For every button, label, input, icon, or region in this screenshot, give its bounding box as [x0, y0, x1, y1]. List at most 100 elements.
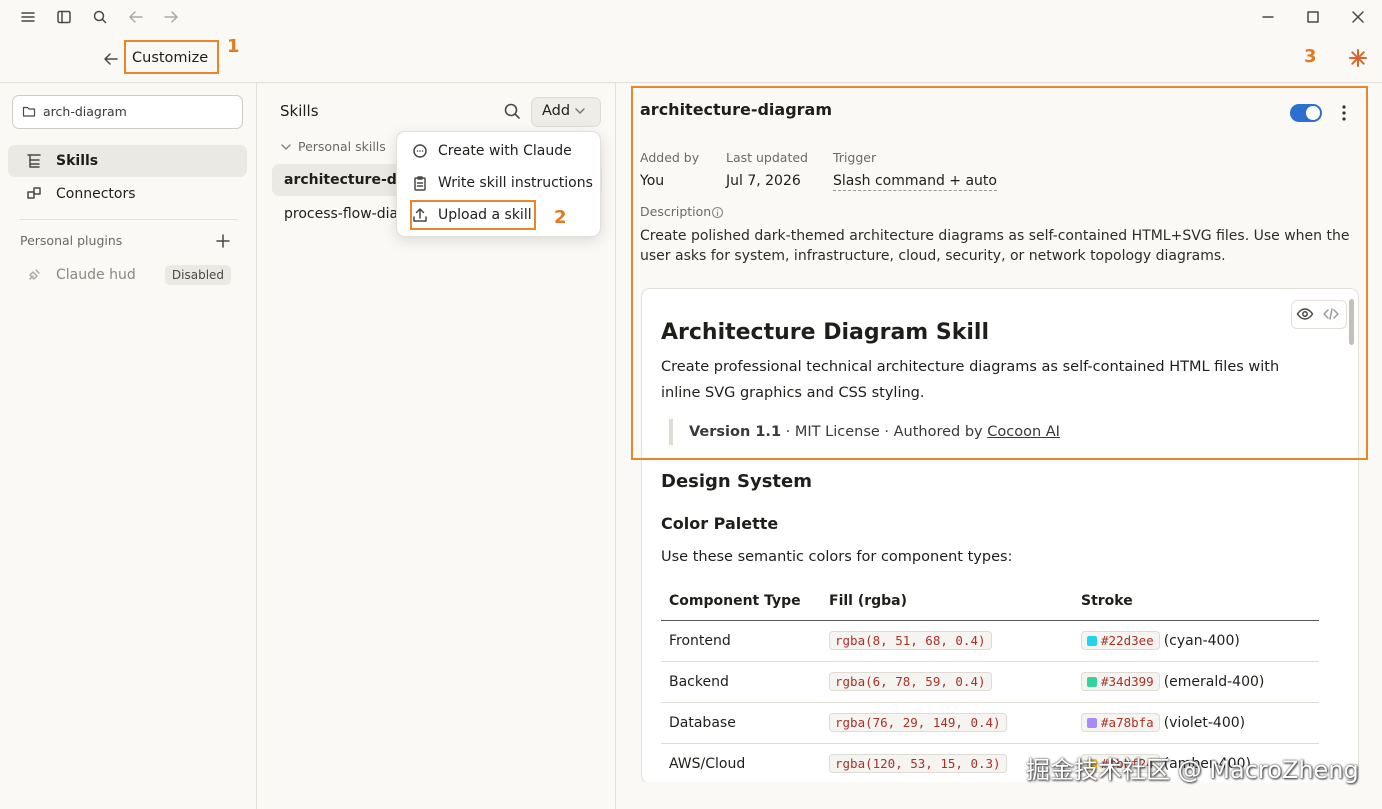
component-type: Database [661, 702, 821, 744]
component-type: Frontend [661, 620, 821, 662]
info-icon[interactable] [711, 206, 724, 219]
search-icon[interactable] [92, 9, 108, 25]
plugin-icon [29, 269, 40, 280]
chevron [575, 108, 585, 114]
meta-value: Jul 7, 2026 [726, 173, 801, 189]
menu-item[interactable]: Write skill instructions [438, 175, 593, 191]
back-icon[interactable] [128, 9, 144, 25]
annotation-box [124, 40, 219, 74]
color-swatch [1087, 636, 1097, 646]
table-row: Backend rgba(6, 78, 59, 0.4) #34d399 (emera… [661, 661, 1319, 703]
table-row: Frontend rgba(8, 51, 68, 0.4) #22d3ee (cyan… [661, 620, 1319, 662]
add-button-label[interactable]: Add [542, 103, 571, 119]
panel-title: Skills [280, 102, 319, 120]
annotation-box [410, 200, 536, 230]
table-row: Database rgba(76, 29, 149, 0.4) #a78bfa (vi… [661, 702, 1319, 744]
fill-cell: rgba(6, 78, 59, 0.4) [821, 661, 1073, 703]
meta-label: Trigger [833, 150, 877, 165]
maximize-button[interactable] [1305, 9, 1321, 25]
fill-code: rgba(120, 53, 15, 0.3) [829, 754, 1007, 773]
chat-icon [413, 144, 427, 158]
component-type: AWS/Cloud [661, 743, 821, 785]
author-link[interactable]: Cocoon AI [987, 424, 1060, 440]
column-header: Fill (rgba) [821, 582, 1073, 621]
stroke-code: #fbbf24 [1101, 756, 1154, 771]
stroke-code-chip: #a78bfa [1081, 713, 1160, 732]
search-icon[interactable] [503, 102, 521, 120]
component-type: Backend [661, 661, 821, 703]
close-button[interactable] [1350, 9, 1366, 25]
watermark: 掘金技术社区 @ MacroZheng [1026, 756, 1359, 784]
byline: Version 1.1 · MIT License · Authored by … [689, 422, 1060, 442]
doc-paragraph: Use these semantic colors for component … [661, 549, 1013, 565]
nav-item[interactable]: Connectors [56, 186, 136, 202]
color-name: (emerald-400) [1163, 674, 1265, 690]
more-button[interactable] [1337, 104, 1351, 122]
divider [20, 219, 238, 220]
stroke-cell: #fbbf24 (amber-400) [1073, 743, 1319, 785]
menu-item[interactable]: Create with Claude [438, 143, 572, 159]
menu-icon[interactable] [20, 9, 36, 25]
group-heading[interactable]: Personal skills [298, 139, 386, 154]
enable-toggle[interactable] [1290, 104, 1322, 122]
stroke-code: #22d3ee [1101, 633, 1154, 648]
nav-selected-bg [8, 145, 247, 177]
claude-logo [1349, 49, 1367, 67]
color-swatch [1087, 718, 1097, 728]
stroke-code-chip: #34d399 [1081, 672, 1160, 691]
meta-label: Last updated [726, 150, 808, 165]
menu-item[interactable]: Upload a skill [438, 207, 532, 223]
upload-icon [413, 208, 427, 222]
fill-cell: rgba(8, 51, 68, 0.4) [821, 620, 1073, 662]
color-name: (cyan-400) [1163, 633, 1240, 649]
forward-icon[interactable] [163, 9, 179, 25]
color-swatch [1087, 759, 1097, 769]
divider [256, 82, 257, 809]
skill-title: architecture-diagram [640, 100, 832, 119]
color-table: Component Type Fill (rgba) Stroke Frontend r… [661, 582, 1319, 785]
annotation-number: 3 [1304, 46, 1317, 67]
doc-paragraph: Create professional technical architectu… [661, 359, 1280, 401]
search-box[interactable] [12, 95, 243, 129]
version: Version 1.1 [689, 424, 782, 440]
connectors-icon[interactable] [26, 186, 42, 202]
meta-label: Added by [640, 150, 700, 165]
fill-code: rgba(6, 78, 59, 0.4) [829, 672, 992, 691]
skills-icon[interactable] [26, 153, 42, 169]
stroke-code: #a78bfa [1101, 715, 1154, 730]
back-arrow[interactable] [103, 51, 119, 67]
dropdown-menu [396, 131, 601, 237]
doc-title: Architecture Diagram Skill [661, 320, 989, 345]
card-clip [642, 782, 1382, 809]
license: · MIT License · Authored by [785, 424, 983, 440]
annotation-box [631, 86, 1368, 460]
meta-value[interactable]: Slash command + auto [833, 173, 997, 191]
color-name: (violet-400) [1163, 715, 1246, 731]
column-header: Stroke [1073, 582, 1319, 621]
plugin-name[interactable]: Claude hud [56, 267, 136, 283]
divider [0, 82, 1382, 83]
stroke-code-chip: #fbbf24 [1081, 754, 1160, 773]
sidebar-toggle-icon[interactable] [56, 9, 72, 25]
minimize-button[interactable] [1260, 9, 1276, 25]
stroke-code: #34d399 [1101, 674, 1154, 689]
table-row: AWS/Cloud rgba(120, 53, 15, 0.3) #fbbf24 (a… [661, 743, 1319, 785]
stroke-cell: #a78bfa (violet-400) [1073, 702, 1319, 744]
add-plugin-button[interactable] [216, 234, 230, 248]
clipboard-icon [414, 176, 426, 191]
fill-code: rgba(8, 51, 68, 0.4) [829, 631, 992, 650]
scrollbar[interactable] [1349, 299, 1354, 345]
meta-value: You [640, 173, 665, 189]
add-button[interactable] [531, 97, 601, 127]
fill-cell: rgba(76, 29, 149, 0.4) [821, 702, 1073, 744]
description: Create polished dark-themed architecture… [640, 228, 1350, 264]
nav-item[interactable]: Skills [56, 153, 99, 169]
section-heading: Personal plugins [20, 233, 123, 248]
fill-cell: rgba(120, 53, 15, 0.3) [821, 743, 1073, 785]
preview-icon[interactable] [1296, 305, 1314, 323]
chevron[interactable] [280, 141, 292, 153]
code-icon[interactable] [1322, 305, 1340, 323]
fill-code: rgba(76, 29, 149, 0.4) [829, 713, 1007, 732]
